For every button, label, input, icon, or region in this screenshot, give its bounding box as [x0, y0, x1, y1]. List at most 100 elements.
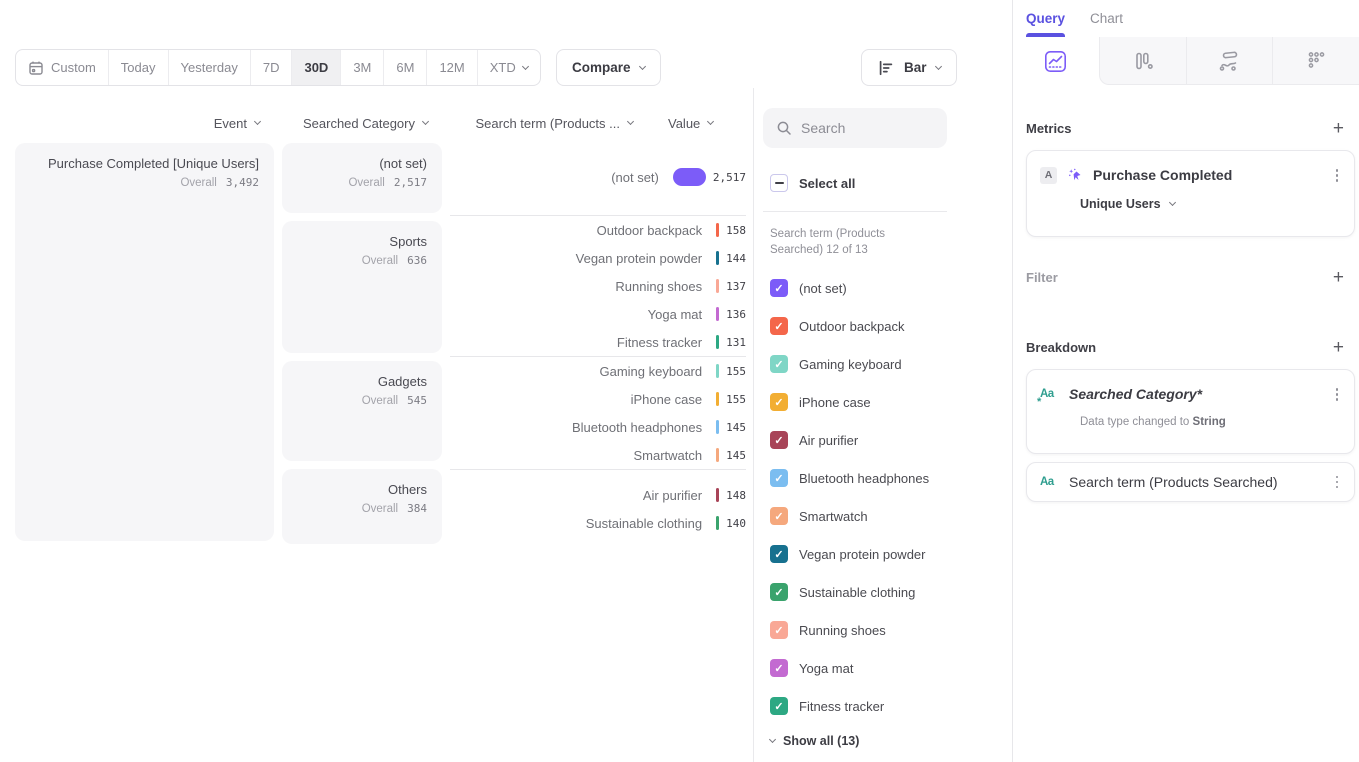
- date-range-12m[interactable]: 12M: [427, 50, 477, 85]
- chevron-down-icon: [254, 118, 261, 125]
- overall-value: 3,492: [226, 176, 259, 189]
- report-type-flows[interactable]: [1186, 37, 1273, 85]
- checkbox-checked[interactable]: [770, 507, 788, 525]
- report-type-retention[interactable]: [1272, 37, 1359, 85]
- term-row[interactable]: (not set) 2,517: [450, 163, 746, 191]
- add-breakdown-button[interactable]: +: [1333, 338, 1344, 357]
- column-header-search-term[interactable]: Search term (Products ...: [450, 112, 633, 134]
- insights-icon: [1044, 50, 1067, 73]
- metrics-heading: Metrics: [1026, 121, 1072, 136]
- compare-button[interactable]: Compare: [556, 49, 661, 86]
- list-item[interactable]: iPhone case: [770, 383, 1012, 421]
- event-card[interactable]: Purchase Completed [Unique Users] Overal…: [15, 143, 274, 541]
- checkbox-checked[interactable]: [770, 469, 788, 487]
- calendar-icon: [28, 60, 44, 76]
- value-bar: [716, 223, 719, 237]
- value-bar: [673, 168, 706, 186]
- term-row[interactable]: Bluetooth headphones 145: [450, 413, 746, 441]
- category-card-gadgets[interactable]: Gadgets Overall 545: [282, 361, 442, 461]
- bar-chart-icon: [877, 59, 895, 77]
- kebab-menu-icon[interactable]: [1333, 473, 1342, 492]
- list-item[interactable]: Sustainable clothing: [770, 573, 1012, 611]
- chevron-down-icon: [638, 62, 645, 69]
- checkbox-checked[interactable]: [770, 659, 788, 677]
- list-item[interactable]: (not set): [770, 269, 1012, 307]
- tab-query[interactable]: Query: [1026, 0, 1065, 37]
- aggregation-dropdown[interactable]: Unique Users: [1080, 197, 1341, 211]
- checkbox-checked[interactable]: [770, 279, 788, 297]
- category-card-not-set[interactable]: (not set) Overall 2,517: [282, 143, 442, 213]
- kebab-menu-icon[interactable]: [1333, 385, 1342, 404]
- select-all-row[interactable]: Select all: [763, 174, 1012, 192]
- breakdown-property-name: Search term (Products Searched): [1069, 474, 1323, 490]
- list-item[interactable]: Yoga mat: [770, 649, 1012, 687]
- column-header-searched-category[interactable]: Searched Category: [282, 112, 428, 134]
- list-item[interactable]: Outdoor backpack: [770, 307, 1012, 345]
- date-range-3m[interactable]: 3M: [341, 50, 384, 85]
- add-filter-button[interactable]: +: [1333, 268, 1344, 287]
- list-item[interactable]: Air purifier: [770, 421, 1012, 459]
- checkbox-checked[interactable]: [770, 697, 788, 715]
- metric-letter-badge: A: [1040, 167, 1057, 184]
- term-row[interactable]: Gaming keyboard 155: [450, 357, 746, 385]
- list-item[interactable]: Bluetooth headphones: [770, 459, 1012, 497]
- chart-type-dropdown[interactable]: Bar: [861, 49, 957, 86]
- checkbox-checked[interactable]: [770, 355, 788, 373]
- analytics-app: Custom Today Yesterday 7D 30D 3M 6M 12M …: [0, 0, 1359, 762]
- term-row[interactable]: Smartwatch 145: [450, 441, 746, 469]
- report-type-funnels[interactable]: [1099, 37, 1186, 85]
- tab-chart[interactable]: Chart: [1090, 0, 1123, 37]
- category-card-sports[interactable]: Sports Overall 636: [282, 221, 442, 353]
- list-item[interactable]: Running shoes: [770, 611, 1012, 649]
- date-range-custom[interactable]: Custom: [16, 50, 109, 85]
- date-range-yesterday[interactable]: Yesterday: [169, 50, 251, 85]
- checkbox-checked[interactable]: [770, 621, 788, 639]
- date-range-7d[interactable]: 7D: [251, 50, 293, 85]
- checkbox-checked[interactable]: [770, 317, 788, 335]
- list-item[interactable]: Fitness tracker: [770, 687, 1012, 725]
- checkbox-checked[interactable]: [770, 431, 788, 449]
- term-row[interactable]: Air purifier 148: [450, 481, 746, 509]
- string-property-icon: Aa: [1040, 388, 1059, 400]
- add-metric-button[interactable]: +: [1333, 119, 1344, 138]
- chevron-down-icon: [522, 62, 529, 69]
- checkbox-list: (not set) Outdoor backpack Gaming keyboa…: [763, 269, 1012, 725]
- term-row[interactable]: Yoga mat 136: [450, 300, 746, 328]
- term-row[interactable]: Fitness tracker 131: [450, 328, 746, 356]
- indeterminate-dash-icon: [775, 182, 784, 184]
- metric-card[interactable]: A Purchase Completed Unique Users: [1026, 150, 1355, 237]
- date-range-6m[interactable]: 6M: [384, 50, 427, 85]
- date-range-30d[interactable]: 30D: [292, 50, 341, 85]
- term-group-not-set: (not set) 2,517: [450, 143, 746, 215]
- chevron-down-icon: [627, 118, 634, 125]
- date-range-today[interactable]: Today: [109, 50, 169, 85]
- term-group-sports: Outdoor backpack 158 Vegan protein powde…: [450, 215, 746, 356]
- term-group-others: Air purifier 148 Sustainable clothing 14…: [450, 469, 746, 537]
- breakdown-card[interactable]: Aa Searched Category* Data type changed …: [1026, 369, 1355, 454]
- search-term-column: (not set) 2,517 Outdoor backpack 158 Veg…: [450, 143, 746, 537]
- column-header-event[interactable]: Event: [15, 112, 260, 134]
- search-input[interactable]: [801, 120, 931, 136]
- term-row[interactable]: Sustainable clothing 140: [450, 509, 746, 537]
- checkbox-checked[interactable]: [770, 583, 788, 601]
- term-group-gadgets: Gaming keyboard 155 iPhone case 155 Blue…: [450, 356, 746, 469]
- list-item[interactable]: Smartwatch: [770, 497, 1012, 535]
- term-row[interactable]: Running shoes 137: [450, 272, 746, 300]
- select-all-checkbox[interactable]: [770, 174, 788, 192]
- column-header-value[interactable]: Value: [668, 112, 713, 134]
- report-type-insights-selected[interactable]: [1013, 37, 1099, 85]
- list-item[interactable]: Vegan protein powder: [770, 535, 1012, 573]
- term-row[interactable]: iPhone case 155: [450, 385, 746, 413]
- checkbox-checked[interactable]: [770, 393, 788, 411]
- category-card-others[interactable]: Others Overall 384: [282, 469, 442, 544]
- legend-filter-panel: Select all Search term (Products Searche…: [753, 88, 1012, 762]
- kebab-menu-icon[interactable]: [1333, 166, 1342, 185]
- term-row[interactable]: Outdoor backpack 158: [450, 216, 746, 244]
- breakdown-card[interactable]: Aa Search term (Products Searched): [1026, 462, 1355, 502]
- date-range-xtd[interactable]: XTD: [478, 50, 540, 85]
- list-item[interactable]: Gaming keyboard: [770, 345, 1012, 383]
- search-box[interactable]: [763, 108, 947, 148]
- term-row[interactable]: Vegan protein powder 144: [450, 244, 746, 272]
- checkbox-checked[interactable]: [770, 545, 788, 563]
- show-all-link[interactable]: Show all (13): [770, 734, 1012, 748]
